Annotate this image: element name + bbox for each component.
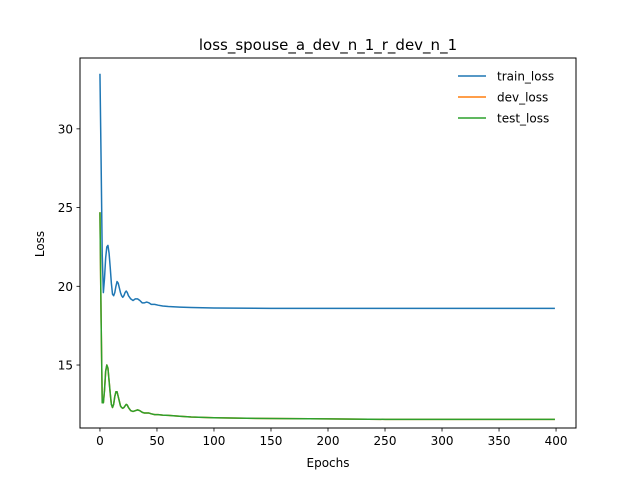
chart-title: loss_spouse_a_dev_n_1_r_dev_n_1	[199, 36, 457, 55]
x-tick-label: 350	[488, 434, 511, 448]
x-axis-label: Epochs	[307, 456, 350, 470]
x-tick-label: 150	[260, 434, 283, 448]
x-tick-label: 0	[96, 434, 104, 448]
y-axis-label: Loss	[33, 231, 47, 257]
y-tick-label: 20	[58, 280, 73, 294]
series-line-train_loss	[99, 73, 555, 310]
x-tick-label: 400	[545, 434, 568, 448]
x-tick-label: 200	[317, 434, 340, 448]
x-tick-label: 300	[431, 434, 454, 448]
legend-label-dev_loss: dev_loss	[497, 91, 548, 105]
y-tick-label: 15	[58, 359, 73, 373]
y-axis: 15 20 25 30	[58, 122, 80, 373]
y-tick-label: 30	[58, 122, 73, 136]
y-tick-label: 25	[58, 201, 73, 215]
series-line-test_loss	[99, 212, 555, 421]
plot-lines	[99, 73, 555, 421]
series-line-dev_loss	[99, 212, 555, 421]
legend: train_loss dev_loss test_loss	[458, 70, 554, 126]
legend-label-test_loss: test_loss	[497, 112, 549, 126]
x-tick-label: 250	[374, 434, 397, 448]
x-tick-label: 100	[203, 434, 226, 448]
x-axis: 0 50 100 150 200 250 300 350 400	[96, 428, 567, 448]
x-tick-label: 50	[149, 434, 164, 448]
legend-label-train_loss: train_loss	[497, 70, 554, 84]
